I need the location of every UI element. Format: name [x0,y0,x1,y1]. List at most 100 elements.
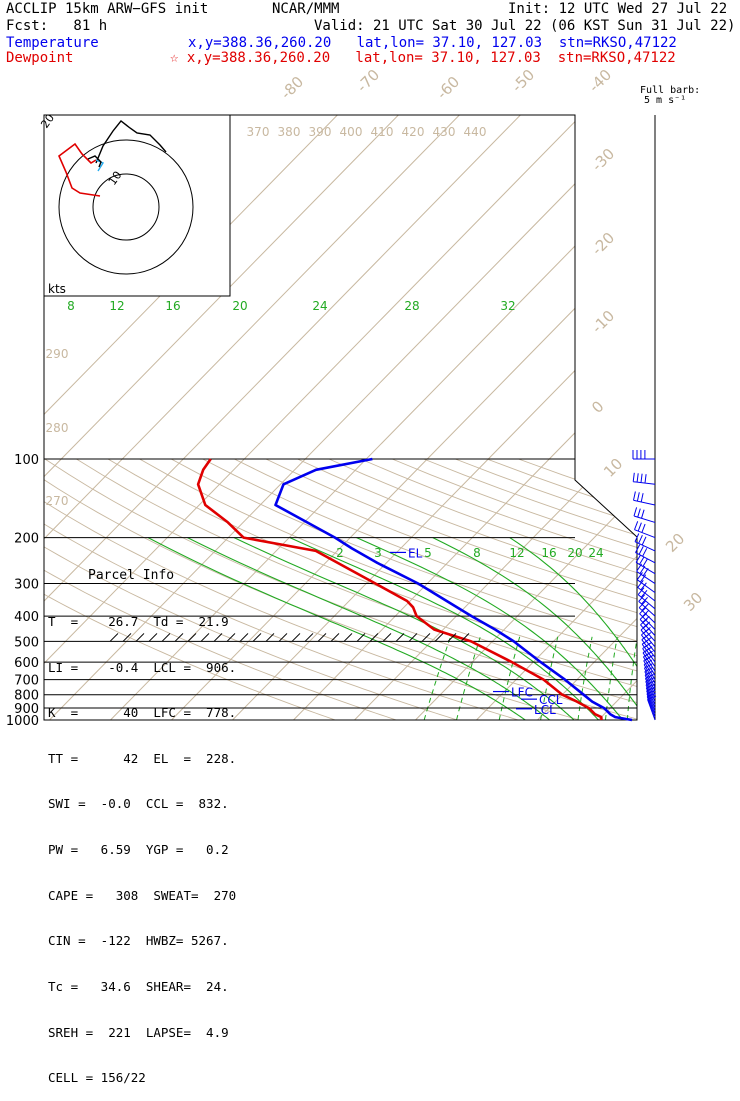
pressure-label: 500 [14,635,39,650]
isotherm-line [355,40,740,720]
forecast-hour: Fcst: 81 h [6,18,107,34]
mixing-ratio-label: 12 [509,546,524,560]
temperature-legend: Temperature [6,35,99,51]
parcel-row: LI = -0.4 LCL = 906. [48,660,230,675]
moist-adiabat-label: 32 [500,299,515,313]
isotherm-label: 30 [680,589,706,615]
isotherm-label: -20 [588,229,618,259]
mixing-ratio-label: 5 [424,546,432,560]
hodograph-unit-label: kts [48,282,66,296]
init-time: Init: 12 UTC Wed 27 Jul 22 [508,1,727,17]
dry-adiabat-line [203,459,740,720]
parcel-info-title: Parcel Info [88,568,230,583]
tropopause-tick [253,633,261,641]
wind-barb [634,492,656,505]
parcel-row: PW = 6.59 YGP = 0.2 [48,842,230,857]
theta-label: 440 [464,125,487,139]
mixing-ratio-label: 16 [541,546,556,560]
temperature-location: x,y=388.36,260.20 lat,lon= 37.10, 127.03… [188,35,677,51]
theta-label: 420 [402,125,425,139]
isotherm-label: -10 [588,307,618,337]
dry-adiabat-line [361,459,740,720]
isotherm-label: 10 [600,455,626,481]
parcel-row: SREH = 221 LAPSE= 4.9 [48,1025,230,1040]
tropopause-tick [240,633,248,641]
wind-barb [634,507,655,522]
moist-adiabat-label: 8 [67,299,75,313]
dry-adiabat-line [329,459,740,720]
moist-adiabat-label: 12 [109,299,124,313]
parcel-row: SWI = -0.0 CCL = 832. [48,796,230,811]
isotherm-label: -70 [353,66,383,96]
isotherm-label: -30 [588,145,618,175]
pressure-label: 300 [14,578,39,593]
isotherm-label: -60 [433,73,463,103]
pressure-label: 400 [14,610,39,625]
mixing-ratio-line [627,637,637,720]
isotherm-label: 0 [588,397,607,416]
dry-adiabat-line [455,459,740,720]
theta-label: 380 [278,125,301,139]
pressure-label: 600 [14,656,39,671]
moist-adiabat-label: 16 [165,299,180,313]
mixing-ratio-label: 8 [473,546,481,560]
isotherm-label: 20 [662,530,688,556]
dry-adiabat-line [234,459,740,720]
level-marker-label: LCL [534,703,556,717]
sounding-profiles [198,459,632,720]
tropopause-tick [383,633,391,641]
tropopause-tick [422,633,430,641]
tropopause-tick [435,633,443,641]
mixing-ratio-label: 24 [588,546,603,560]
parcel-row: CIN = -122 HWBZ= 5267. [48,933,230,948]
parcel-row: TT = 42 EL = 228. [48,751,230,766]
wind-barb [633,450,655,459]
isotherm-line [233,40,740,720]
pressure-label: 700 [14,674,39,689]
theta-label: 370 [247,125,270,139]
tropopause-tick [396,633,404,641]
org-label: NCAR/MMM [272,1,339,17]
isotherm-line [660,40,740,720]
wind-barb [633,473,655,484]
isotherm-line [721,40,740,720]
isotherm-label: -50 [508,66,538,96]
mixing-ratio-line [424,637,450,720]
dry-adiabat-line [519,459,740,720]
moist-adiabat-label: 20 [232,299,247,313]
theta-label: 270 [46,494,69,508]
theta-label: 290 [46,347,69,361]
model-title: ACCLIP 15km ARW−GFS init [6,1,208,17]
mixing-ratio-label: 3 [374,546,382,560]
theta-label: 400 [340,125,363,139]
parcel-row: T = 26.7 Td = 21.9 [48,614,230,629]
dewpoint-profile [198,459,601,720]
theta-label: 430 [433,125,456,139]
tropopause-tick [305,633,313,641]
tropopause-tick [344,633,352,641]
isotherm-line [599,40,740,720]
pressure-label: 200 [14,532,39,547]
theta-label: 410 [371,125,394,139]
hodograph-frame [44,115,230,296]
level-marker-label: LFC [511,686,533,700]
wind-barb [637,564,655,584]
dewpoint-location: ☆ x,y=388.36,260.20 lat,lon= 37.10, 127.… [170,50,676,66]
dewpoint-legend: Dewpoint [6,50,73,66]
valid-time: Valid: 21 UTC Sat 30 Jul 22 (06 KST Sun … [314,18,735,34]
theta-label: 390 [309,125,332,139]
isotherm-label: -80 [277,73,307,103]
mixing-ratio-label: 2 [336,546,344,560]
wind-barb [636,545,656,563]
dry-adiabat-line [266,459,740,720]
isotherm-line [538,40,740,720]
isotherm-line [294,40,740,720]
moist-adiabat-label: 28 [404,299,419,313]
moist-adiabat-label: 24 [312,299,327,313]
parcel-row: Tc = 34.6 SHEAR= 24. [48,979,230,994]
pressure-label: 100 [14,453,39,468]
tropopause-tick [292,633,300,641]
parcel-info-box: Parcel Info T = 26.7 Td = 21.9 LI = -0.4… [48,538,230,1101]
